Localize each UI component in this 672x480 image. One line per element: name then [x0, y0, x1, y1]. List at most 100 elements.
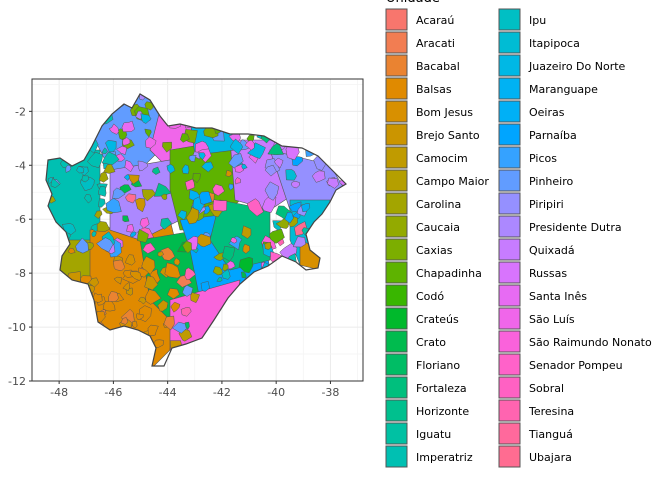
- municipality-cell: [105, 197, 122, 214]
- legend-key: [385, 192, 408, 215]
- legend-label: Camocim: [416, 152, 468, 165]
- municipality-cell: [311, 170, 326, 183]
- legend: Unidade Acaraú Aracati Bacabal Balsas Bom Je…: [385, 0, 652, 468]
- municipality-cell: [91, 230, 97, 237]
- municipality-cell: [137, 228, 149, 243]
- legend-label: Sobral: [529, 382, 564, 395]
- municipality-cell: [198, 152, 206, 160]
- municipality-cell: [101, 151, 120, 165]
- legend-label: Picos: [529, 152, 557, 165]
- municipality-cell: [135, 313, 144, 320]
- municipality-cell: [144, 128, 152, 138]
- legend-label: Tianguá: [528, 428, 573, 441]
- panel-border: [31, 78, 364, 382]
- legend-key: [498, 54, 521, 77]
- legend-label: Ipu: [529, 14, 546, 27]
- municipality-cell: [151, 166, 161, 175]
- legend-label: Senador Pompeu: [529, 359, 623, 372]
- legend-key: [498, 100, 521, 123]
- municipality-cell: [83, 194, 93, 204]
- legend-label: Russas: [529, 267, 567, 280]
- municipality-cell: [188, 154, 197, 162]
- municipality-cell: [212, 183, 225, 197]
- municipality-cell: [157, 299, 169, 312]
- municipality-cell: [184, 267, 196, 281]
- municipality-cell: [171, 321, 187, 334]
- municipality-cell: [122, 215, 130, 223]
- municipality-cell: [160, 217, 173, 230]
- legend-key: [385, 307, 408, 330]
- legend-key: [385, 330, 408, 353]
- municipality-cell: [216, 277, 223, 282]
- municipality-cell: [229, 138, 244, 155]
- legend-label: Santa Inês: [529, 290, 587, 303]
- municipality-cell: [124, 159, 134, 173]
- legend-label: Aracati: [416, 37, 455, 50]
- municipality-cell: [108, 291, 119, 302]
- legend-label: Caxias: [416, 244, 453, 257]
- municipality-cell: [164, 262, 181, 279]
- municipality-cell: [181, 164, 190, 175]
- municipality-cell: [241, 225, 252, 239]
- y-tick-label: -10: [8, 321, 26, 334]
- municipality-cell: [264, 181, 280, 201]
- municipality-cell: [122, 137, 131, 146]
- municipality-cell: [291, 181, 300, 189]
- legend-key: [385, 238, 408, 261]
- x-tick-label: -40: [267, 386, 285, 399]
- legend-label: São Luís: [529, 313, 575, 326]
- municipality-cell: [163, 315, 175, 331]
- legend-key: [385, 77, 408, 100]
- municipality-cell: [50, 177, 60, 188]
- municipality-cell: [177, 210, 187, 221]
- municipality-cell: [327, 177, 339, 189]
- municipality-cell: [200, 281, 210, 292]
- legend-label: Chapadinha: [416, 267, 482, 280]
- x-axis: -48 -46 -44 -42 -40 -38: [50, 381, 339, 399]
- municipality-cell: [116, 145, 127, 155]
- legend-label: Crato: [416, 336, 446, 349]
- legend-title: Unidade: [386, 0, 440, 6]
- y-tick-label: -4: [15, 159, 26, 172]
- legend-key: [385, 399, 408, 422]
- municipality-cell: [126, 223, 135, 233]
- y-axis: -2 -4 -6 -8 -10 -12: [8, 105, 32, 388]
- municipality-cell: [98, 198, 106, 208]
- legend-key: [498, 376, 521, 399]
- legend-key: [498, 399, 521, 422]
- municipality-cell: [113, 276, 122, 285]
- municipality-cell: [225, 169, 233, 177]
- legend-label: Bacabal: [416, 60, 460, 73]
- y-tick-label: -12: [8, 375, 26, 388]
- municipality-cell: [144, 275, 159, 291]
- municipality-cell: [94, 210, 103, 219]
- legend-label: Ubajara: [529, 451, 572, 464]
- legend-label: Caucaia: [416, 221, 460, 234]
- legend-key: [385, 146, 408, 169]
- municipality-cell: [137, 160, 148, 172]
- legend-key: [385, 100, 408, 123]
- municipality-cell: [238, 256, 254, 274]
- x-tick-label: -38: [321, 386, 339, 399]
- municipality-cell: [230, 237, 237, 244]
- municipality-cell: [124, 193, 137, 204]
- municipality-cell: [173, 257, 181, 266]
- municipality-cell: [112, 187, 126, 200]
- x-tick-label: -42: [213, 386, 231, 399]
- municipality-cell: [147, 324, 159, 337]
- legend-key: [498, 192, 521, 215]
- legend-key: [385, 284, 408, 307]
- municipality-cell: [125, 254, 136, 266]
- municipality-cell: [96, 237, 114, 253]
- municipality-cell: [92, 292, 103, 303]
- municipality-cell: [186, 207, 199, 225]
- legend-label: São Raimundo Nonato: [529, 336, 652, 349]
- legend-key: [498, 445, 521, 468]
- municipality-cell: [264, 164, 277, 177]
- municipality-cell: [129, 231, 137, 238]
- municipality-cell: [142, 242, 156, 254]
- legend-key: [385, 31, 408, 54]
- legend-key: [498, 422, 521, 445]
- y-tick-label: -6: [15, 213, 26, 226]
